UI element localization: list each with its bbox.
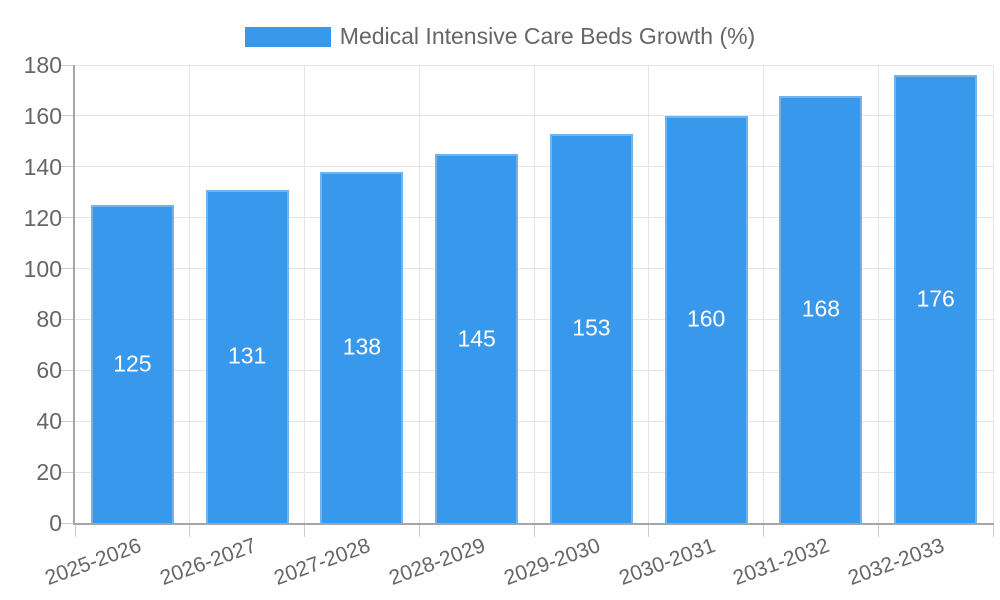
bar-value-label: 168 <box>801 295 841 322</box>
x-axis-tick-label: 2032-2033 <box>845 534 948 590</box>
v-gridline <box>533 65 535 523</box>
x-tick-mark <box>74 525 76 537</box>
y-axis-tick-label: 160 <box>23 102 62 129</box>
x-axis-tick-label: 2031-2032 <box>730 534 833 590</box>
x-tick-mark <box>189 525 191 537</box>
y-axis-tick-label: 140 <box>23 153 62 180</box>
y-axis-tick-label: 120 <box>23 204 62 231</box>
v-gridline <box>648 65 650 523</box>
y-tick-mark <box>61 522 73 524</box>
x-tick-mark <box>763 525 764 537</box>
v-gridline <box>189 65 191 523</box>
x-axis-line <box>73 523 994 525</box>
x-axis-tick-label: 2030-2031 <box>615 534 718 590</box>
bar[interactable] <box>205 189 289 523</box>
bar[interactable] <box>435 154 519 523</box>
legend-swatch-icon <box>244 26 331 47</box>
v-gridline <box>763 65 764 523</box>
bar-value-label: 138 <box>342 333 382 360</box>
y-axis-line <box>73 65 75 525</box>
x-tick-mark <box>418 525 420 537</box>
y-tick-mark <box>61 217 73 219</box>
y-axis-tick-label: 180 <box>23 52 62 78</box>
y-axis-tick-label: 20 <box>36 459 62 486</box>
y-tick-mark <box>61 64 73 66</box>
x-tick-mark <box>877 525 879 537</box>
x-tick-mark <box>648 525 650 537</box>
bar-value-label: 131 <box>227 342 267 369</box>
x-axis-tick-label: 2029-2030 <box>500 534 604 590</box>
y-tick-mark <box>61 471 73 473</box>
v-gridline <box>877 65 879 523</box>
x-axis-tick-label: 2026-2027 <box>156 534 259 590</box>
v-gridline <box>418 65 420 523</box>
x-axis-tick-label: 2027-2028 <box>271 534 374 590</box>
bar-value-label: 160 <box>686 305 726 332</box>
x-axis-tick-label: 2028-2029 <box>386 534 489 590</box>
y-tick-mark <box>61 268 73 270</box>
legend-label: Medical Intensive Care Beds Growth (%) <box>339 23 756 49</box>
bar[interactable] <box>90 204 174 523</box>
y-tick-mark <box>61 369 73 371</box>
y-axis-tick-label: 100 <box>23 255 62 282</box>
plot-area: 125 2025-2026 131 2026-2027 138 2027-2028 145 2… <box>42 64 994 590</box>
bar-value-label: 145 <box>457 325 496 352</box>
v-gridline <box>992 65 994 523</box>
y-axis-tick-label: 80 <box>36 306 62 333</box>
y-tick-mark <box>61 318 73 320</box>
bar[interactable] <box>549 133 633 523</box>
y-axis-tick-label: 60 <box>36 357 62 384</box>
x-tick-mark <box>992 525 994 537</box>
y-axis-tick-label: 0 <box>49 510 62 536</box>
y-tick-mark <box>61 166 73 168</box>
bar-value-label: 176 <box>916 285 955 312</box>
bar[interactable] <box>320 171 404 523</box>
chart-legend: Medical Intensive Care Beds Growth (%) <box>0 23 1000 50</box>
x-axis-tick-label: 2025-2026 <box>41 534 145 590</box>
v-gridline <box>304 65 305 523</box>
y-tick-mark <box>61 115 73 117</box>
bar-value-label: 125 <box>113 350 152 377</box>
bar[interactable] <box>779 95 863 523</box>
x-tick-mark <box>533 525 535 537</box>
legend-item[interactable]: Medical Intensive Care Beds Growth (%) <box>244 23 756 50</box>
y-axis-tick-label: 40 <box>36 408 62 435</box>
y-tick-mark <box>61 420 73 422</box>
bar[interactable] <box>894 75 978 523</box>
bar[interactable] <box>664 115 748 523</box>
bar-value-label: 153 <box>572 314 611 341</box>
x-tick-mark <box>304 525 305 537</box>
